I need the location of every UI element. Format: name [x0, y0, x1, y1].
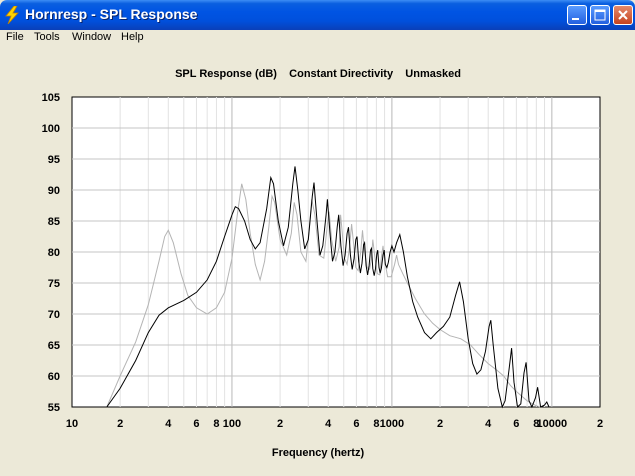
x-tick-label: 4 [485, 418, 492, 430]
x-tick-label: 2 [437, 418, 443, 430]
y-tick-label: 55 [48, 402, 60, 414]
window-title: Hornresp - SPL Response [25, 6, 198, 22]
x-tick-label: 4 [165, 418, 172, 430]
series-line-1 [106, 166, 550, 409]
close-icon [618, 10, 628, 20]
minimize-button[interactable] [567, 5, 587, 25]
x-tick-label: 1000 [380, 418, 404, 430]
x-tick-label: 2 [277, 418, 283, 430]
menu-tools[interactable]: Tools [34, 31, 60, 43]
y-tick-label: 90 [48, 185, 60, 197]
x-tick-label: 8 [533, 418, 539, 430]
x-axis-label: Frequency (hertz) [272, 447, 365, 459]
y-tick-label: 100 [42, 123, 60, 135]
y-tick-label: 65 [48, 340, 60, 352]
menu-window[interactable]: Window [72, 31, 112, 43]
x-tick-label: 100 [223, 418, 241, 430]
menu-help[interactable]: Help [121, 31, 144, 43]
menu-bar: File Tools Window Help [0, 30, 635, 49]
title-bar[interactable]: Hornresp - SPL Response [0, 0, 635, 30]
close-button[interactable] [613, 5, 633, 25]
y-tick-label: 80 [48, 247, 60, 259]
x-tick-label: 6 [513, 418, 519, 430]
x-tick-label: 8 [373, 418, 379, 430]
y-tick-label: 95 [48, 154, 60, 166]
chart-title: SPL Response (dB) Constant Directivity U… [175, 68, 461, 80]
x-tick-label: 2 [597, 418, 603, 430]
spl-response-chart: SPL Response (dB) Constant Directivity U… [42, 68, 603, 459]
x-tick-label: 2 [117, 418, 123, 430]
chart-area: SPL Response (dB) Constant Directivity U… [0, 49, 635, 476]
y-tick-label: 70 [48, 309, 60, 321]
y-tick-label: 75 [48, 278, 60, 290]
menu-file[interactable]: File [6, 31, 24, 43]
y-tick-label: 85 [48, 216, 60, 228]
x-tick-label: 10 [66, 418, 78, 430]
y-tick-label: 60 [48, 371, 60, 383]
series-layer [106, 166, 550, 409]
maximize-icon [594, 9, 606, 21]
y-tick-label: 105 [42, 92, 60, 104]
minimize-icon [572, 18, 579, 20]
maximize-button[interactable] [590, 5, 610, 25]
series-line-2 [106, 183, 541, 408]
x-tick-label: 6 [193, 418, 199, 430]
lightning-bolt-icon [5, 6, 19, 24]
x-tick-label: 10000 [537, 418, 568, 430]
x-tick-label: 8 [213, 418, 219, 430]
x-tick-label: 4 [325, 418, 332, 430]
x-tick-label: 6 [353, 418, 359, 430]
y-axis-ticks: 55 60 65 70 75 80 85 90 95 100 105 [42, 92, 60, 414]
grid-lines [72, 97, 600, 407]
